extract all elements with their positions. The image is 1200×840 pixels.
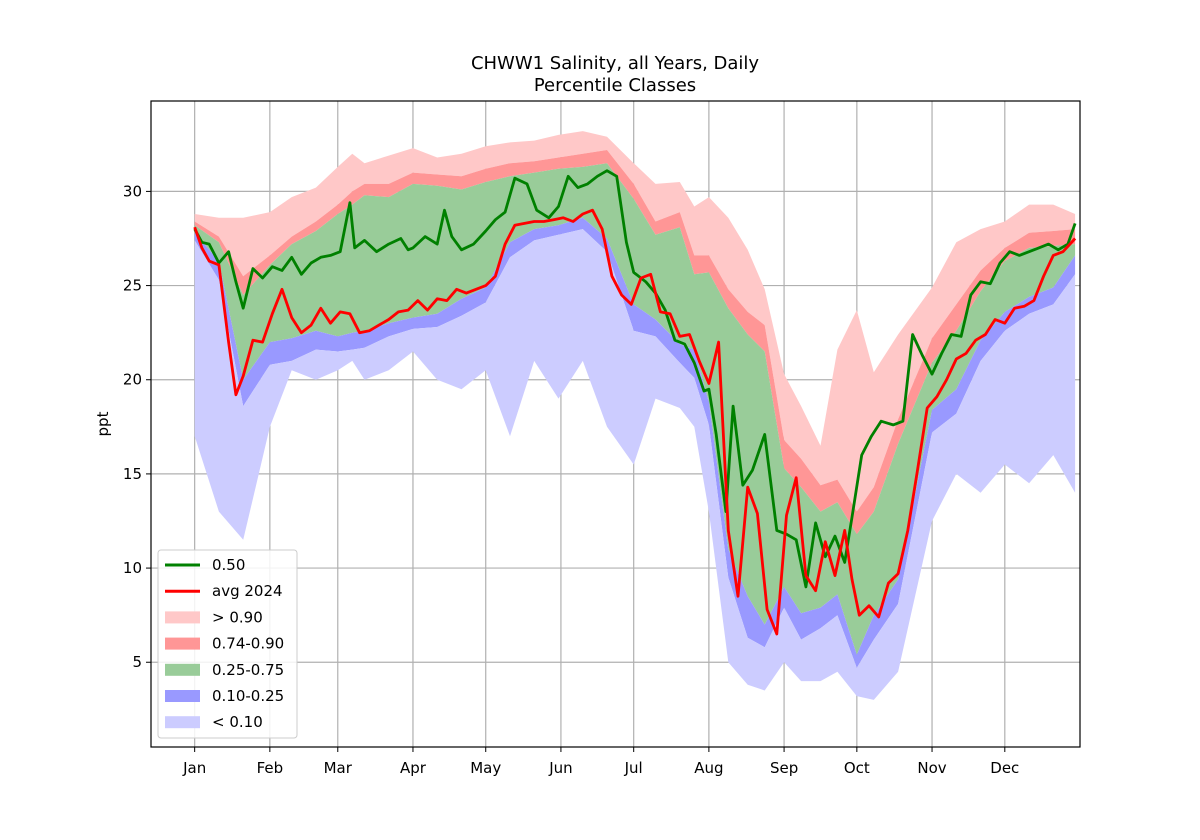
legend-label: < 0.10 (212, 713, 263, 731)
legend-avg-2024: avg 2024 (165, 582, 283, 600)
percentile-bands (194, 131, 1076, 700)
legend-label: 0.74-0.90 (212, 635, 284, 653)
legend-25-75: 0.25-0.75 (165, 661, 284, 679)
legend-swatch (165, 716, 200, 729)
y-axis: 5 10 15 20 25 30 (123, 182, 151, 671)
legend-label: 0.10-0.25 (212, 687, 284, 705)
legend-swatch (165, 637, 200, 650)
chart-subtitle: Percentile Classes (534, 75, 696, 96)
band-gt-90 (194, 131, 1076, 512)
plot-frame (150, 100, 1081, 748)
x-tick-label: Jul (624, 759, 643, 777)
band-25-75 (194, 163, 1076, 655)
x-tick-label: Aug (694, 759, 723, 777)
x-tick-label: Sep (770, 759, 798, 777)
series-lines (193, 169, 1077, 636)
band-10-25 (194, 217, 1076, 668)
plot-area (150, 100, 1081, 748)
y-tick-label: 15 (123, 465, 142, 483)
x-tick-label: Feb (257, 759, 284, 777)
y-axis-label: ppt (94, 411, 112, 436)
avg-2024-line (193, 208, 1077, 636)
x-tick-label: May (470, 759, 501, 777)
legend-label: avg 2024 (212, 582, 283, 600)
median-line (193, 169, 1077, 589)
y-tick-label: 20 (123, 371, 142, 389)
x-tick-label: Nov (917, 759, 946, 777)
legend-median: 0.50 (165, 556, 245, 574)
y-tick-label: 30 (123, 182, 142, 200)
legend-label: > 0.90 (212, 608, 263, 626)
x-tick-label: Dec (990, 759, 1019, 777)
x-tick-label: Mar (324, 759, 353, 777)
legend: 0.50 avg 2024 > 0.90 0.74-0.90 0.25-0.75 0.10… (157, 549, 298, 739)
y-tick-label: 25 (123, 277, 142, 295)
x-tick-label: Apr (400, 759, 427, 777)
band-lt-10 (194, 229, 1076, 700)
legend-label: 0.50 (212, 556, 245, 574)
y-tick-label: 10 (123, 559, 142, 577)
legend-swatch (165, 611, 200, 624)
x-tick-label: Jan (182, 759, 206, 777)
y-tick-label: 5 (132, 653, 142, 671)
legend-swatch (165, 690, 200, 702)
legend-swatch (165, 663, 200, 676)
legend-10-25: 0.10-0.25 (165, 687, 284, 705)
chart-title: CHWW1 Salinity, all Years, Daily (471, 53, 759, 74)
x-axis: Jan Feb Mar Apr May Jun Jul Aug Sep Oct Nov Dec (182, 747, 1019, 777)
x-tick-label: Oct (844, 759, 870, 777)
x-tick-label: Jun (548, 759, 572, 777)
legend-lt-10: < 0.10 (165, 713, 263, 731)
legend-label: 0.25-0.75 (212, 661, 284, 679)
legend-gt-90: > 0.90 (165, 608, 263, 626)
legend-74-90: 0.74-0.90 (165, 635, 284, 653)
